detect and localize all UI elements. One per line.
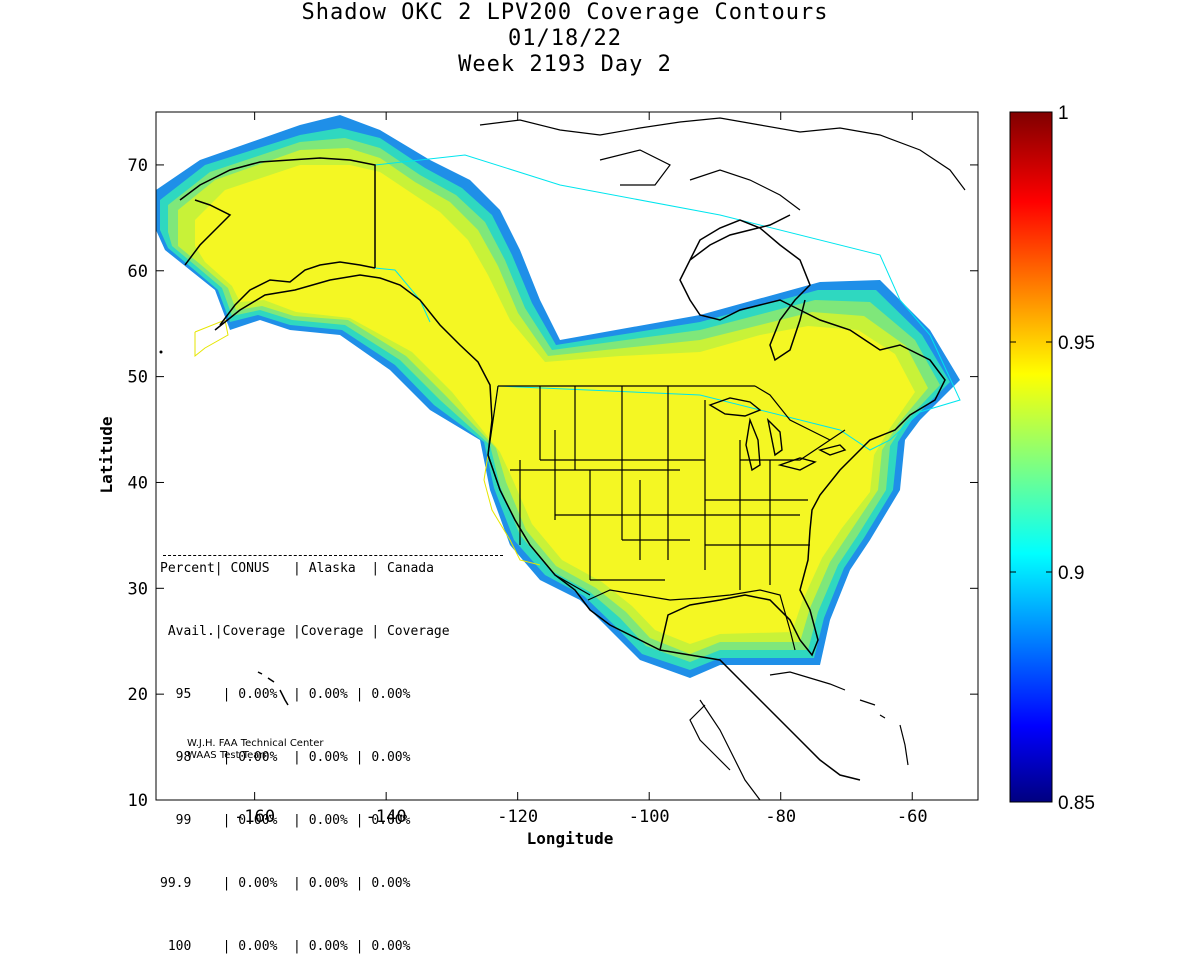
coverage-main xyxy=(195,165,915,644)
y-tick-label: 30 xyxy=(128,579,148,599)
title-line-1: Shadow OKC 2 LPV200 Coverage Contours xyxy=(301,0,829,25)
y-tick-label: 40 xyxy=(128,473,148,493)
colorbar xyxy=(1009,111,1053,803)
y-axis-ticks xyxy=(156,164,978,801)
coverage-map: Longitude Latitude 1 0.95 0.9 0.85 -160 -140… xyxy=(97,103,1095,848)
great-lakes xyxy=(708,397,847,472)
colorbar-ticks: 1 0.95 0.9 0.85 xyxy=(1010,103,1095,814)
plot-frame xyxy=(155,111,979,801)
credit-block: W.J.H. FAA Technical Center WAAS Test Te… xyxy=(187,738,323,762)
x-tick-label: -80 xyxy=(765,807,796,827)
y-tick-label: 60 xyxy=(128,262,148,282)
hudson-bay-outline xyxy=(689,219,811,362)
coastline-alaska xyxy=(179,157,376,326)
stats-row: 95 | 0.00% | 0.00% | 0.00% xyxy=(160,687,411,702)
colorbar-label: 0.9 xyxy=(1058,563,1084,584)
title-line-2: 01/18/22 xyxy=(508,26,622,51)
stats-separator xyxy=(163,555,503,556)
central-america xyxy=(689,699,761,800)
coastline-arctic-islands xyxy=(479,117,966,211)
chart-title: Shadow OKC 2 LPV200 Coverage Contours 01… xyxy=(0,0,1130,78)
y-tick-label: 20 xyxy=(128,685,148,705)
title-line-3: Week 2193 Day 2 xyxy=(458,52,672,77)
gulf-coast xyxy=(587,589,796,651)
boundary-yellow-2 xyxy=(483,454,541,566)
boundary-yellow xyxy=(194,319,229,358)
us-state-lines xyxy=(487,385,846,596)
stats-header-2: Avail.|Coverage |Coverage | Coverage xyxy=(160,624,450,639)
colorbar-label: 0.95 xyxy=(1058,333,1095,354)
colorbar-label: 1 xyxy=(1058,103,1069,124)
y-tick-label: 70 xyxy=(128,156,148,176)
island-dot xyxy=(159,350,163,354)
hawaii-islands xyxy=(257,671,289,706)
map-layers xyxy=(156,115,966,800)
stats-header-1: Percent| CONUS | Alaska | Canada xyxy=(160,561,434,576)
credit-line-1: W.J.H. FAA Technical Center xyxy=(187,738,324,749)
x-axis-label: Longitude xyxy=(527,829,614,848)
boundary-cyan xyxy=(374,154,961,456)
stats-row: 99.9 | 0.00% | 0.00% | 0.00% xyxy=(160,876,411,891)
stats-row: 98 | 0.00% | 0.00% | 0.00% xyxy=(160,750,411,765)
y-tick-label: 10 xyxy=(128,791,148,811)
credit-line-2: WAAS Test Team xyxy=(187,750,270,761)
caribbean-islands xyxy=(769,671,909,766)
colorbar-label: 0.85 xyxy=(1058,793,1095,814)
x-tick-label: -160 xyxy=(234,807,275,827)
x-tick-label: -120 xyxy=(497,807,538,827)
stats-row: 100 | 0.00% | 0.00% | 0.00% xyxy=(160,939,411,954)
x-axis-ticks xyxy=(254,112,913,800)
y-tick-label: 50 xyxy=(128,368,148,388)
y-axis-label: Latitude xyxy=(97,416,116,493)
x-tick-label: -140 xyxy=(366,807,407,827)
stats-row: 99 | 0.00% | 0.00% | 0.00% xyxy=(160,813,411,828)
x-tick-label: -60 xyxy=(897,807,928,827)
x-tick-label: -100 xyxy=(629,807,670,827)
